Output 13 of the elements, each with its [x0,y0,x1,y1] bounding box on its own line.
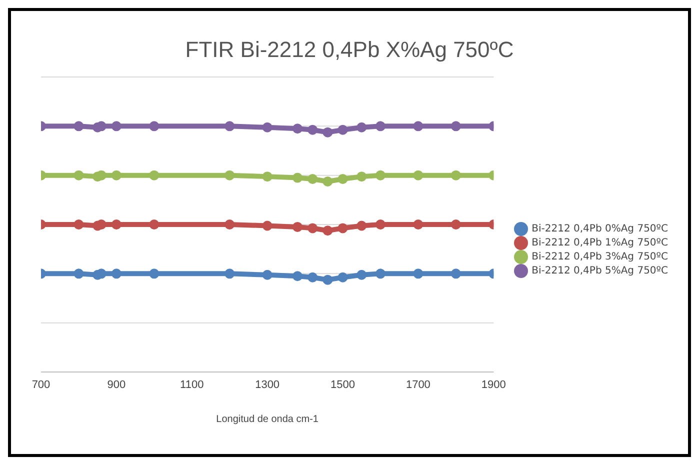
x-tick-label: 1100 [180,378,204,391]
chart-title: FTIR Bi-2212 0,4Pb X%Ag 750ºC [184,36,515,64]
x-tick-label: 700 [32,378,50,391]
x-tick-label: 900 [107,378,126,391]
x-tick-label: 1900 [481,378,506,391]
x-tick-label: 1700 [406,378,430,391]
x-tick-label: 1300 [255,378,280,391]
x-axis-title: Longitud de onda cm-1 [216,414,319,425]
legend-label: Bi-2212 0,4Pb 0%Ag 750ºC [532,223,668,234]
legend-label: Bi-2212 0,4Pb 1%Ag 750ºC [532,237,668,248]
legend-label: Bi-2212 0,4Pb 5%Ag 750ºC [532,265,668,276]
x-tick-label: 1500 [330,378,356,391]
legend-label: Bi-2212 0,4Pb 3%Ag 750ºC [532,251,668,262]
